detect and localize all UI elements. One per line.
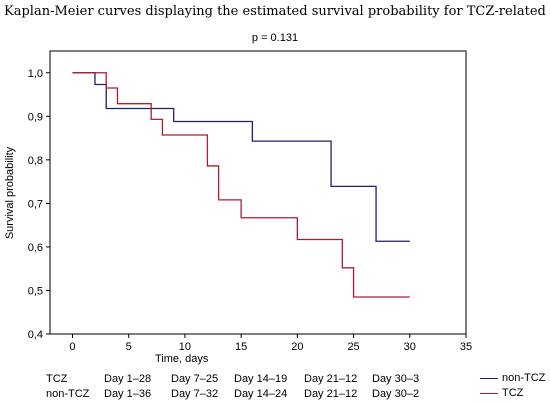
- risk-table-label: TCZ: [46, 373, 68, 385]
- survival-curves: [72, 72, 410, 298]
- x-tick-label: 0: [69, 341, 75, 353]
- risk-table-cell: Day 30–3: [372, 373, 420, 385]
- legend-swatch: [480, 393, 498, 394]
- risk-table-cell: Day 21–12: [304, 388, 358, 400]
- y-tick-label: 0,9: [28, 111, 43, 123]
- y-tick-label: 0,5: [28, 285, 43, 297]
- x-tick-label: 25: [347, 341, 359, 353]
- legend-item-non-tcz: non-TCZ: [480, 372, 550, 386]
- x-axis: 0 5 10 15 20 25 30 35: [69, 334, 472, 353]
- y-tick-label: 0,6: [28, 242, 43, 254]
- risk-table-cell: Day 14–24: [234, 388, 288, 400]
- y-axis: 0,4 0,5 0,6 0,7 0,8 0,9 1,0: [28, 68, 50, 341]
- legend-item-tcz: TCZ: [480, 387, 550, 401]
- x-tick-label: 35: [460, 341, 472, 353]
- x-tick-label: 30: [404, 341, 416, 353]
- y-tick-label: 1,0: [28, 68, 43, 80]
- risk-table-cell: Day 30–2: [372, 388, 420, 400]
- y-tick-label: 0,8: [28, 155, 43, 167]
- risk-table-cell: Day 1–28: [104, 373, 152, 385]
- legend-label: TCZ: [502, 387, 524, 399]
- risk-table-cell: Day 14–19: [234, 373, 288, 385]
- y-tick-label: 0,7: [28, 198, 43, 210]
- chart-title: Kaplan-Meier curves displaying the estim…: [4, 4, 546, 19]
- p-value-annotation: p = 0.131: [251, 32, 299, 44]
- x-tick-label: 15: [235, 341, 247, 353]
- risk-table-cell: Day 1–36: [104, 388, 152, 400]
- legend-label: non-TCZ: [502, 372, 546, 384]
- y-axis-label: Survival probability: [4, 146, 16, 239]
- series-line-tcz: [72, 72, 410, 298]
- y-tick-label: 0,4: [28, 329, 43, 341]
- x-tick-label: 5: [126, 341, 132, 353]
- x-tick-label: 20: [291, 341, 303, 353]
- x-tick-label: 10: [179, 341, 191, 353]
- risk-table-cell: Day 7–25: [171, 373, 219, 385]
- x-axis-label: Time, days: [155, 353, 209, 365]
- series-line-non-tcz: [72, 72, 410, 242]
- risk-table-cell: Day 7–32: [171, 388, 219, 400]
- legend-swatch: [480, 378, 498, 379]
- risk-table-cell: Day 21–12: [304, 373, 358, 385]
- risk-table-label: non-TCZ: [46, 388, 90, 400]
- plot-frame: [49, 50, 467, 335]
